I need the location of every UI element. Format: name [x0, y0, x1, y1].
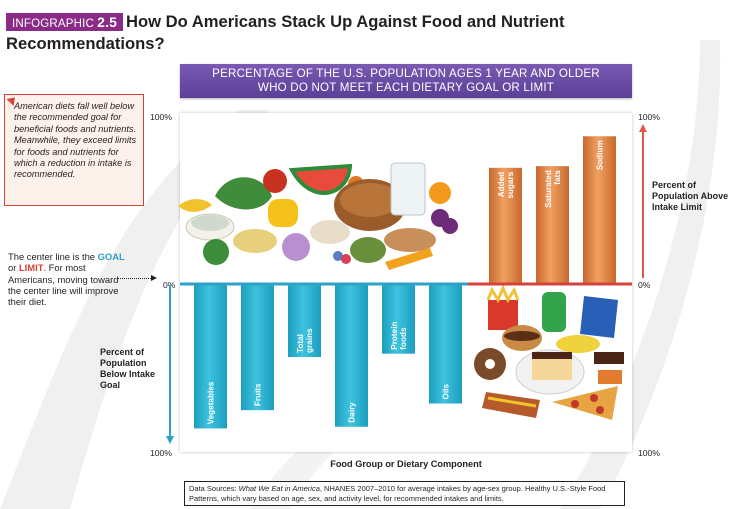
above-limit-bars [489, 136, 616, 284]
bar-oils [429, 284, 462, 404]
center-line-explanation: The center line is the GOAL or LIMIT. Fo… [8, 251, 131, 307]
below-goal-axis-label: Percent of Population Below Intake Goal [100, 347, 156, 390]
badge-prefix: INFOGRAPHIC [12, 18, 95, 30]
badge-number: 2.5 [97, 14, 118, 30]
center-pointer-dotted-line [118, 278, 153, 279]
healthy-foods-illustration [178, 162, 458, 270]
center-pointer-arrow-icon [151, 275, 157, 281]
banner-line-1: PERCENTAGE OF THE U.S. POPULATION AGES 1… [212, 67, 600, 80]
x-axis-label: Food Group or Dietary Component [330, 459, 482, 469]
bar-vegetables [194, 284, 227, 429]
bar-saturated-fats [536, 166, 569, 284]
center-note-text-1: The center line is the [8, 251, 98, 262]
bar-total-grains [288, 284, 321, 358]
bar-label-added-sugars: Addedsugars [497, 171, 515, 198]
bar-fruits [241, 284, 274, 411]
page-title: How Do Americans Stack Up Against Food a… [6, 12, 565, 53]
bar-label-sodium: Sodium [596, 140, 605, 170]
bar-label-saturated-fats: Saturatedfats [544, 170, 562, 208]
limit-keyword: LIMIT [18, 262, 44, 274]
right-tick-top: 100% [638, 112, 660, 122]
diet-note-box: American diets fall well below the recom… [4, 94, 144, 206]
junk-foods-illustration [474, 284, 624, 420]
source-details: , NHANES 2007–2010 for average intakes b… [189, 484, 606, 503]
center-note-text-2: or [8, 262, 19, 274]
bar-label-fruits: Fruits [254, 383, 263, 406]
center-note-text-3: . For most Americans, moving toward the … [8, 262, 119, 308]
left-tick-top: 100% [150, 112, 172, 122]
source-survey-name: What We Eat in America [238, 484, 320, 493]
chart-title-banner: PERCENTAGE OF THE U.S. POPULATION AGES 1… [180, 64, 632, 98]
above-limit-axis-arrow [639, 124, 647, 278]
bar-labels: Vegetables Fruits Totalgrains Dairy Proteinf… [207, 140, 605, 424]
left-tick-bottom: 100% [150, 448, 172, 458]
bar-label-oils: Oils [442, 384, 451, 400]
bar-sodium [583, 136, 616, 284]
data-sources-note: Data Sources: What We Eat in America, NH… [184, 481, 625, 506]
right-tick-bottom: 100% [638, 448, 660, 458]
bar-protein-foods [382, 284, 415, 354]
below-goal-axis-arrow [166, 285, 174, 444]
bar-label-vegetables: Vegetables [207, 381, 216, 424]
right-tick-center: 0% [638, 280, 651, 290]
bar-label-protein-foods: Proteinfoods [390, 322, 408, 350]
below-goal-bars [194, 284, 462, 429]
bar-label-dairy: Dairy [348, 402, 357, 423]
goal-keyword: GOAL [97, 251, 125, 262]
infographic-badge: INFOGRAPHIC 2.5 [6, 13, 124, 31]
above-limit-axis-label: Percent of Population Above Intake Limit [652, 180, 729, 212]
source-label: Data Sources: [189, 484, 239, 493]
banner-line-2: WHO DO NOT MEET EACH DIETARY GOAL OR LIM… [257, 81, 555, 94]
bar-label-total-grains: Totalgrains [296, 328, 314, 353]
bar-dairy [335, 284, 368, 427]
bar-added-sugars [489, 167, 522, 284]
